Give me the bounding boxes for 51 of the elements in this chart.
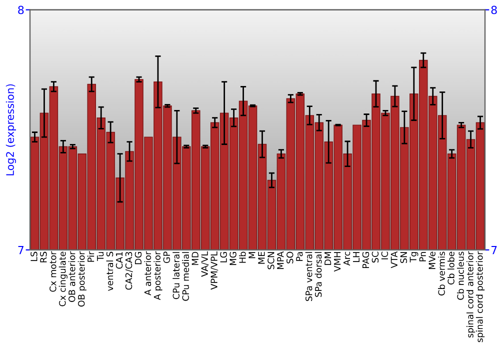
x-tick-label: OB anterior	[68, 251, 76, 302]
x-tick-label: SPa dorsal	[314, 252, 322, 297]
x-tick-label: OB posterior	[78, 251, 86, 307]
x-tick-label: SN	[400, 252, 408, 263]
x-tick-label: Hb	[238, 252, 246, 263]
x-tick-label: Arc	[344, 252, 350, 266]
x-tick-label: Tg	[410, 252, 418, 262]
y-axis-title: Log2 (expression)	[6, 84, 16, 176]
y2-tick-label: 7	[491, 246, 497, 254]
x-tick-label: ventral S	[106, 252, 114, 291]
x-tick-label: Cx motor	[50, 251, 56, 292]
x-tick-label: PAG	[362, 252, 370, 268]
x-tick-label: Pir	[87, 251, 94, 262]
x-tick-label: CA1	[116, 252, 123, 269]
x-tick-label: VTA	[390, 251, 398, 268]
x-tick-label: Pn	[419, 252, 426, 262]
x-tick-label: Cb vermis	[438, 252, 445, 296]
y2-tick-label: 8	[491, 6, 497, 14]
x-tick-label: IC	[381, 252, 388, 260]
x-tick-label: MVe	[428, 252, 436, 269]
x-tick-label: DM	[324, 252, 332, 265]
x-tick-label: VMH	[334, 252, 341, 272]
x-tick-label: VA/VL	[201, 251, 209, 277]
x-tick-label: GP	[163, 252, 170, 264]
x-tick-label: M	[248, 252, 256, 258]
x-tick-label: MPA	[277, 251, 284, 269]
x-tick-label: spinal cord anterior	[466, 251, 476, 338]
x-tick-label: A anterior	[144, 251, 152, 296]
x-tick-label: Pa	[296, 252, 303, 261]
x-tick-label: MD	[192, 252, 198, 265]
x-tick-label: Cb nucleus	[457, 252, 464, 300]
x-tick-label: LS	[30, 252, 38, 262]
x-tick-label: Cx cingulate	[58, 252, 68, 306]
x-tick-label: CPu lateral	[172, 252, 180, 300]
x-tick-label: LH	[353, 252, 360, 262]
x-tick-label: DG	[134, 252, 142, 264]
x-tick-label: A posterior	[154, 251, 162, 300]
x-tick-label: SPa ventral	[305, 252, 312, 301]
x-tick-label: spinal cord posterior	[476, 251, 485, 342]
x-tick-label: SCN	[268, 252, 274, 270]
x-tick-label: LG	[220, 252, 227, 262]
x-tick-label: SC	[372, 252, 379, 263]
x-tick-label: Cb lobe	[448, 252, 454, 284]
x-tick-label: Tu	[97, 252, 104, 262]
x-tick-label: CPu medial	[182, 252, 189, 301]
x-tick-label: RS	[40, 252, 47, 262]
x-tick-label: MG	[230, 252, 236, 265]
x-tick-label: SO	[286, 252, 294, 264]
x-tick-label: CA2/CA3	[125, 252, 133, 290]
x-tick-label: ME	[258, 252, 265, 264]
x-tick-label: VPM/VPL	[210, 251, 218, 290]
